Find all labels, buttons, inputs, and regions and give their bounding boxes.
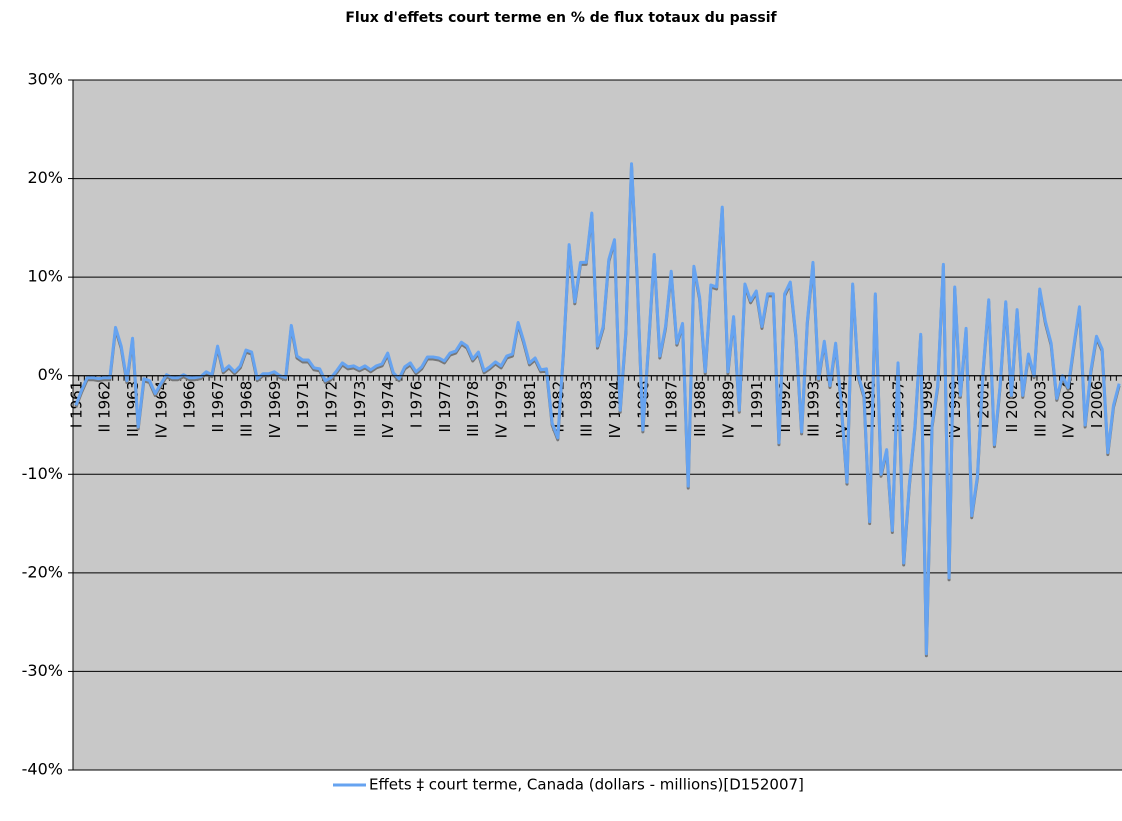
series-line [74, 162, 1121, 656]
x-tick-label: I 1991 [748, 381, 766, 428]
x-tick-label: I 1976 [408, 381, 426, 428]
x-tick-label: IV 1979 [493, 381, 511, 439]
y-tick-label: -20% [22, 562, 63, 581]
x-tick-label: I 1966 [181, 381, 199, 428]
legend-label: Effets ‡ court terme, Canada (dollars - … [369, 776, 804, 794]
y-tick-label: 30% [27, 70, 63, 89]
x-tick-label: III 1973 [351, 381, 369, 437]
x-tick-label: II 1987 [663, 381, 681, 433]
plot-area [73, 80, 1122, 770]
x-tick-label: II 2002 [1003, 381, 1021, 433]
x-tick-label: III 1968 [237, 381, 255, 437]
x-tick-label: III 1993 [804, 381, 822, 437]
y-tick-label: 20% [27, 168, 63, 187]
x-tick-label: III 1983 [578, 381, 596, 437]
x-tick-label: IV 1964 [152, 381, 170, 439]
y-tick-label: -40% [22, 760, 63, 779]
chart-title: Flux d'effets court terme en % de flux t… [345, 10, 777, 26]
x-tick-label: III 1988 [691, 381, 709, 437]
x-tick-label: IV 1989 [719, 381, 737, 439]
y-tick-label: -30% [22, 661, 63, 680]
x-tick-label: I 1981 [521, 381, 539, 428]
x-tick-label: I 2001 [975, 381, 993, 428]
y-tick-label: 0% [38, 365, 63, 384]
x-tick-label: II 1972 [322, 381, 340, 433]
y-tick-label: 10% [27, 267, 63, 286]
x-tick-label: IV 2004 [1060, 381, 1078, 439]
x-tick-label: II 1977 [436, 381, 454, 433]
x-tick-label: II 1982 [549, 381, 567, 433]
x-tick-label: I 1971 [294, 381, 312, 428]
x-tick-label: III 1978 [464, 381, 482, 437]
x-tick-label: II 1962 [96, 381, 114, 433]
x-tick-label: IV 1969 [266, 381, 284, 439]
x-tick-label: III 2003 [1031, 381, 1049, 437]
x-tick-label: IV 1974 [379, 381, 397, 439]
x-tick-label: II 1967 [209, 381, 227, 433]
x-tick-label: I 2006 [1088, 381, 1106, 428]
y-tick-label: -10% [22, 464, 63, 483]
